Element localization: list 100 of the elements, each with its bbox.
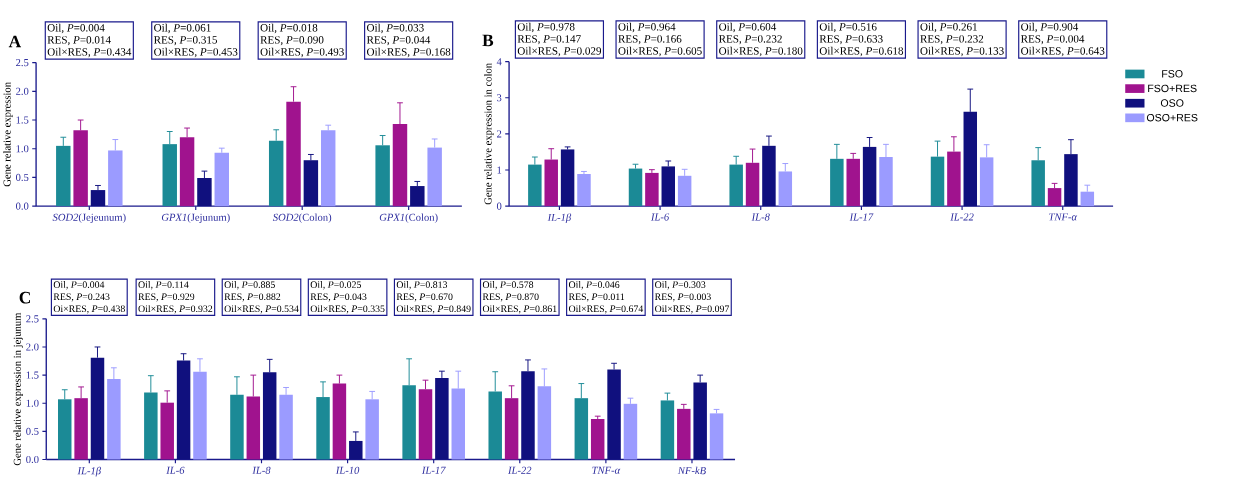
text: Oil×RES, P=0.097 bbox=[655, 305, 730, 314]
text: Oil, P=0.516 bbox=[819, 22, 877, 33]
x-tick-label: IL-17 bbox=[849, 213, 874, 221]
legend-label: OSO bbox=[1160, 99, 1184, 107]
text: Oil×RES, P=0.168 bbox=[367, 48, 451, 58]
text: Oil×RES, P=0.618 bbox=[819, 47, 904, 57]
text: RES, P=0.232 bbox=[718, 35, 782, 45]
text: Oil×RES, P=0.674 bbox=[568, 305, 644, 314]
y-tick-label: 1.5 bbox=[16, 116, 29, 124]
bar bbox=[661, 166, 676, 207]
chart-title: B bbox=[482, 34, 494, 47]
y-tick-label: 0.5 bbox=[26, 428, 39, 436]
text: Oil, P=0.904 bbox=[1021, 22, 1079, 33]
chart-title: C bbox=[19, 292, 31, 304]
text: Oil, P=0.604 bbox=[719, 22, 777, 33]
y-tick-label: 1 bbox=[497, 166, 502, 174]
text: Oil, P=0.114 bbox=[138, 281, 189, 290]
text: Oil×RES, P=0.643 bbox=[1021, 47, 1105, 57]
text: Oil×RES, P=0.133 bbox=[920, 47, 1004, 57]
y-tick-label: 2 bbox=[496, 130, 502, 138]
bar bbox=[577, 174, 591, 207]
x-tick-label: IL-17 bbox=[421, 466, 446, 474]
x-tick-label: IL-10 bbox=[335, 466, 360, 475]
text: Oil, P=0.978 bbox=[517, 22, 575, 33]
x-tick-label: GPX1(Colon) bbox=[379, 213, 438, 224]
text: RES, P=0.043 bbox=[310, 293, 367, 302]
text: RES, P=0.044 bbox=[366, 36, 431, 46]
text: RES, P=0.670 bbox=[396, 293, 453, 302]
bar bbox=[90, 190, 106, 207]
bar bbox=[590, 419, 605, 460]
text: RES, P=0.004 bbox=[1020, 35, 1085, 45]
text: Oil, P=0.004 bbox=[53, 281, 105, 290]
bar bbox=[320, 130, 336, 207]
y-tick-label: 2.0 bbox=[26, 343, 39, 351]
y-tick-label: 0 bbox=[496, 202, 502, 210]
text: RES, P=0.090 bbox=[260, 36, 324, 46]
text: Oil×RES, P=0.453 bbox=[154, 48, 238, 58]
text: Oil, P=0.303 bbox=[655, 281, 706, 290]
x-tick-label: IL-1β bbox=[547, 213, 572, 224]
x-tick-label: NF-kB bbox=[677, 466, 706, 475]
y-axis-title: Gene relative expression in jejunum bbox=[13, 313, 23, 466]
bar bbox=[1047, 188, 1062, 207]
legend-label: FSO+RES bbox=[1148, 84, 1197, 93]
y-tick-label: 4 bbox=[496, 58, 502, 66]
y-tick-label: 1.0 bbox=[26, 399, 39, 408]
y-tick-label: 3 bbox=[497, 94, 502, 102]
y-tick-label: 0.0 bbox=[15, 202, 29, 210]
text: Oil×RES, P=0.861 bbox=[482, 305, 557, 314]
y-axis-title: Gene relative expression bbox=[3, 82, 13, 187]
text: Oil, P=0.046 bbox=[568, 281, 620, 290]
x-tick-label: IL-6 bbox=[650, 213, 670, 221]
legend-label: OSO+RES bbox=[1146, 114, 1198, 122]
text: Oil, P=0.061 bbox=[154, 23, 211, 34]
x-tick-label: IL-22 bbox=[950, 213, 974, 221]
x-tick-label: IL-1β bbox=[77, 466, 102, 477]
text: RES, P=0.882 bbox=[224, 293, 281, 302]
text: RES, P=0.147 bbox=[517, 35, 581, 45]
x-tick-label: GPX1(Jejunum) bbox=[161, 213, 230, 224]
text: RES, P=0.870 bbox=[482, 293, 539, 302]
text: Oil, P=0.018 bbox=[260, 23, 318, 34]
bar bbox=[560, 149, 575, 207]
y-axis-title: Gene relative expression in colon bbox=[484, 63, 494, 205]
y-tick-label: 0.0 bbox=[26, 456, 39, 464]
text: Oil×RES, P=0.335 bbox=[310, 305, 385, 314]
text: Oil, P=0.004 bbox=[47, 23, 105, 34]
text: RES, P=0.929 bbox=[138, 293, 195, 302]
bar bbox=[214, 152, 229, 207]
x-tick-label: IL-6 bbox=[166, 466, 185, 475]
text: Oil×RES, P=0.605 bbox=[618, 47, 702, 57]
text: Oil, P=0.964 bbox=[618, 22, 676, 33]
x-tick-label: IL-22 bbox=[507, 466, 532, 474]
bar bbox=[628, 168, 643, 207]
bar bbox=[410, 186, 425, 207]
bar bbox=[645, 173, 659, 207]
text: Oil, P=0.025 bbox=[310, 281, 361, 290]
text: RES, P=0.232 bbox=[920, 35, 984, 45]
text: Oil×RES, P=0.434 bbox=[47, 48, 132, 58]
y-tick-label: 2.5 bbox=[16, 59, 29, 67]
text: Oil×RES, P=0.849 bbox=[396, 305, 471, 314]
text: RES, P=0.633 bbox=[819, 35, 883, 45]
text: RES, P=0.003 bbox=[654, 293, 711, 302]
text: RES, P=0.014 bbox=[47, 36, 111, 46]
text: RES, P=0.243 bbox=[53, 293, 110, 302]
x-tick-label: SOD2(Colon) bbox=[272, 213, 332, 224]
legend-label: FSO bbox=[1162, 70, 1183, 78]
text: RES, P=0.315 bbox=[153, 36, 218, 46]
x-tick-label: TNF-α bbox=[1049, 213, 1078, 221]
y-tick-label: 2.0 bbox=[16, 87, 29, 96]
text: Oil×RES, P=0.029 bbox=[517, 47, 602, 57]
y-tick-label: 0.5 bbox=[15, 174, 29, 182]
text: Oil, P=0.885 bbox=[224, 281, 275, 290]
x-tick-label: IL-8 bbox=[751, 213, 770, 221]
text: Oil×RES, P=0.180 bbox=[719, 47, 803, 57]
y-tick-label: 1.5 bbox=[26, 371, 39, 379]
text: Oil, P=0.261 bbox=[920, 22, 977, 33]
y-tick-label: 2.5 bbox=[26, 315, 39, 323]
bar bbox=[677, 409, 691, 460]
chart-title: A bbox=[8, 35, 22, 48]
x-tick-label: SOD2(Jejeunum) bbox=[52, 213, 126, 224]
text: Oil, P=0.578 bbox=[482, 281, 534, 290]
